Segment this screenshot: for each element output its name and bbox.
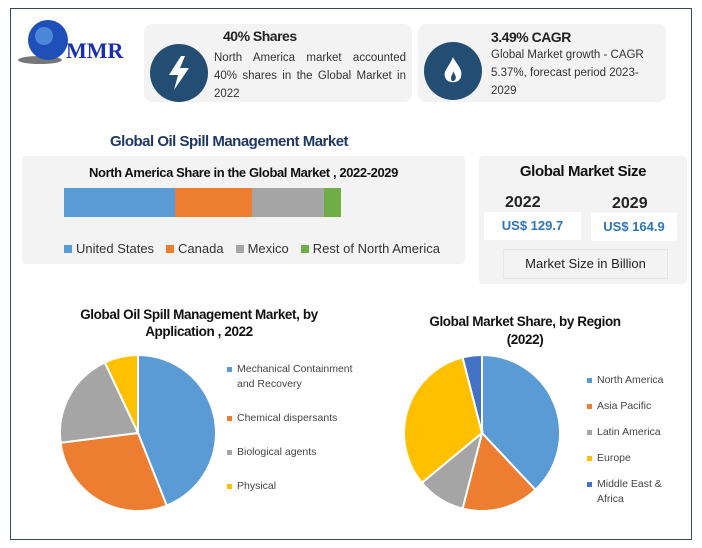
- legend-label: Physical: [237, 480, 277, 492]
- logo-text: MMR: [66, 38, 124, 63]
- year-2022: 2022: [505, 194, 541, 211]
- stacked-bar-card: North America Share in the Global Market…: [22, 156, 465, 264]
- legend-label: Asia Pacific: [597, 400, 652, 412]
- bar-segment-united-states: [64, 188, 175, 217]
- pie-slice-physical: [103, 353, 139, 434]
- stacked-bar: [64, 188, 341, 217]
- application-legend: Mechanical Containment and Recovery Chemi…: [227, 362, 367, 513]
- legend-item: Canada: [166, 241, 224, 256]
- legend-item: Middle East & Africa: [587, 477, 677, 507]
- kpi-text: Global Market growth - CAGR 5.37%, forec…: [491, 49, 644, 97]
- region-pie-title: Global Market Share, by Region (2022): [429, 314, 621, 347]
- pie-slice-chemical-dispersants: [59, 431, 169, 512]
- legend-item: Asia Pacific: [587, 399, 677, 414]
- legend-item: Chemical dispersants: [227, 411, 367, 426]
- pie-slice-europe: [403, 356, 484, 485]
- market-size-card: Global Market Size 2022 2029 US$ 129.7 U…: [479, 156, 687, 284]
- legend-swatch: [227, 484, 232, 489]
- legend-label: Mexico: [247, 241, 289, 256]
- legend-swatch: [227, 367, 232, 372]
- pie-slice-middle-east-africa: [461, 353, 483, 434]
- legend-item: Europe: [587, 451, 677, 466]
- year-2029: 2029: [612, 195, 648, 212]
- legend-swatch: [587, 404, 592, 409]
- infographic-frame: [10, 8, 692, 540]
- mmr-logo: MMR: [18, 16, 133, 66]
- legend-label: Latin America: [597, 426, 661, 438]
- legend-swatch: [64, 244, 72, 253]
- legend-swatch: [235, 244, 244, 253]
- region-pie: [403, 353, 561, 512]
- legend-item: Latin America: [587, 425, 677, 440]
- legend-item: Mexico: [235, 241, 289, 256]
- legend-swatch: [227, 450, 232, 455]
- pie-slice-asia-pacific: [461, 430, 537, 512]
- legend-swatch: [166, 244, 175, 253]
- globe-icon: [18, 20, 68, 64]
- bar-legend: United States Canada Mexico Rest of North A…: [64, 241, 440, 256]
- kpi-text: North America market accounted 40% share…: [214, 52, 406, 100]
- application-pie: [59, 353, 217, 512]
- pie-slice-biological-agents: [59, 361, 140, 444]
- legend-swatch: [300, 244, 309, 253]
- flame-icon: [424, 42, 482, 100]
- legend-swatch: [587, 430, 592, 435]
- legend-label: Middle East & Africa: [597, 478, 662, 505]
- bar-chart-title: North America Share in the Global Market…: [89, 165, 398, 180]
- legend-item: Rest of North America: [300, 241, 440, 256]
- legend-item: Biological agents: [227, 445, 367, 460]
- legend-label: Canada: [178, 241, 224, 256]
- legend-label: Chemical dispersants: [237, 412, 338, 424]
- lightning-icon: [150, 44, 208, 102]
- legend-swatch: [587, 456, 592, 461]
- kpi-card-shares: 40% Shares North America market accounte…: [144, 24, 412, 102]
- legend-label: North America: [597, 374, 664, 386]
- kpi-title: 40% Shares: [223, 28, 297, 44]
- legend-item: North America: [587, 373, 677, 388]
- legend-label: Biological agents: [237, 446, 317, 458]
- bar-segment-canada: [174, 188, 253, 217]
- legend-swatch: [587, 482, 592, 487]
- value-2022: US$ 129.7: [484, 212, 581, 240]
- market-size-title: Global Market Size: [519, 163, 647, 180]
- unit-label: Market Size in Billion: [503, 249, 668, 279]
- legend-item: Mechanical Containment and Recovery: [227, 362, 367, 392]
- region-legend: North America Asia Pacific Latin America Eu…: [587, 373, 677, 518]
- pie-slice-mechanical-containment-and-recovery: [137, 353, 217, 507]
- bar-segment-rest-of-north-america: [324, 188, 341, 217]
- kpi-card-cagr: 3.49% CAGR Global Market growth - CAGR 5…: [418, 24, 666, 102]
- legend-swatch: [587, 378, 592, 383]
- kpi-title: 3.49% CAGR: [491, 29, 571, 45]
- legend-item: United States: [64, 241, 154, 256]
- legend-swatch: [227, 416, 232, 421]
- legend-label: United States: [76, 241, 155, 256]
- pie-slice-north-america: [481, 353, 561, 492]
- legend-label: Rest of North America: [312, 241, 440, 256]
- legend-label: Mechanical Containment and Recovery: [237, 363, 353, 390]
- value-2029: US$ 164.9: [591, 213, 677, 241]
- bar-segment-mexico: [252, 188, 325, 217]
- legend-label: Europe: [597, 452, 631, 464]
- legend-item: Physical: [227, 479, 367, 494]
- application-pie-title: Global Oil Spill Management Market, by A…: [80, 307, 318, 339]
- main-title: Global Oil Spill Management Market: [110, 133, 349, 150]
